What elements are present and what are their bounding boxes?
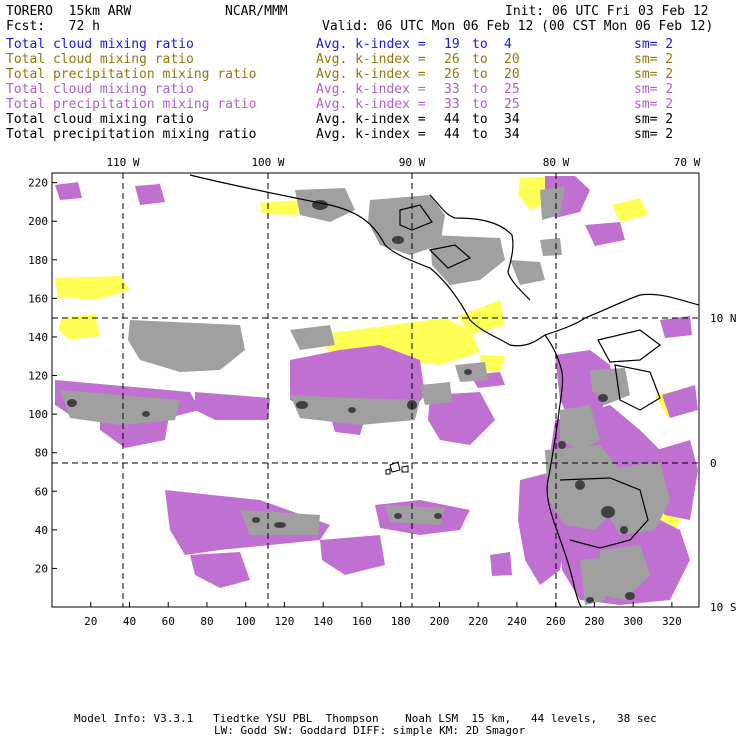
x-tick-label: 260 (546, 615, 566, 625)
legend-to-word: to (472, 52, 488, 67)
x-tick-label: 320 (662, 615, 682, 625)
y-tick-label: 160 (28, 292, 48, 305)
valid-time: Valid: 06 UTC Mon 06 Feb 12 (00 CST Mon … (322, 19, 714, 34)
y-tick-label: 120 (28, 370, 48, 383)
y-tick-label: 100 (28, 408, 48, 421)
legend-field: Total cloud mixing ratio (6, 52, 194, 67)
legend-sm: sm= 2 (634, 67, 674, 82)
legend-from: 26 (444, 52, 460, 67)
y-axis-ticks: 20 40 60 80 100 120 140 160 180 200 220 (28, 177, 57, 575)
legend-kindex: Avg. k-index = (316, 127, 426, 142)
coastlines (189, 174, 699, 607)
x-tick-label: 160 (352, 615, 372, 625)
x-tick-label: 20 (84, 615, 97, 625)
init-time: Init: 06 UTC Fri 03 Feb 12 (505, 4, 709, 19)
legend-field: Total precipitation mixing ratio (6, 67, 257, 82)
x-tick-label: 180 (391, 615, 411, 625)
legend-sm: sm= 2 (634, 82, 674, 97)
legend-to-word: to (472, 67, 488, 82)
y-tick-label: 180 (28, 254, 48, 267)
latitude-label: 0 (710, 457, 717, 470)
x-tick-label: 60 (162, 615, 175, 625)
legend-field: Total cloud mixing ratio (6, 37, 194, 52)
x-tick-label: 280 (584, 615, 604, 625)
x-tick-label: 140 (313, 615, 333, 625)
legend-to: 25 (504, 97, 520, 112)
x-tick-label: 40 (123, 615, 136, 625)
legend-from: 26 (444, 67, 460, 82)
organization: NCAR/MMM (225, 4, 288, 19)
legend-to: 34 (504, 127, 520, 142)
x-tick-label: 300 (623, 615, 643, 625)
legend-kindex: Avg. k-index = (316, 37, 426, 52)
x-tick-label: 200 (429, 615, 449, 625)
model-physics: LW: Godd SW: Goddard DIFF: simple KM: 2D… (214, 724, 526, 737)
longitude-label: 110 W (106, 156, 139, 169)
weather-map: 20 40 60 80 100 120 140 160 180 200 220 240 260 280 30… (28, 156, 737, 625)
legend-field: Total precipitation mixing ratio (6, 97, 257, 112)
forecast-hour: Fcst: 72 h (6, 19, 100, 34)
legend-field: Total cloud mixing ratio (6, 82, 194, 97)
legend-to: 20 (504, 52, 520, 67)
longitude-label: 80 W (543, 156, 570, 169)
y-tick-label: 220 (28, 177, 48, 190)
legend-kindex: Avg. k-index = (316, 67, 426, 82)
legend-sm: sm= 2 (634, 52, 674, 67)
legend-to: 20 (504, 67, 520, 82)
legend-to-word: to (472, 97, 488, 112)
legend-from: 33 (444, 97, 460, 112)
lat-lon-grid (52, 173, 699, 607)
y-tick-label: 40 (35, 524, 48, 537)
legend-sm: sm= 2 (634, 37, 674, 52)
legend-to: 25 (504, 82, 520, 97)
legend-to-word: to (472, 112, 488, 127)
y-tick-label: 140 (28, 331, 48, 344)
x-tick-label: 240 (507, 615, 527, 625)
longitude-label: 100 W (251, 156, 284, 169)
x-tick-label: 100 (236, 615, 256, 625)
legend-kindex: Avg. k-index = (316, 112, 426, 127)
model-info: Model Info: V3.3.1 Tiedtke YSU PBL Thomp… (74, 712, 657, 725)
longitude-label: 90 W (399, 156, 426, 169)
legend-field: Total precipitation mixing ratio (6, 127, 257, 142)
gray-cloud-areas (60, 186, 670, 605)
x-tick-label: 80 (200, 615, 213, 625)
x-axis-ticks: 20 40 60 80 100 120 140 160 180 200 220 240 260 280 30… (84, 602, 682, 625)
legend-from: 33 (444, 82, 460, 97)
y-tick-label: 80 (35, 447, 48, 460)
latitude-label: 10 N (710, 312, 737, 325)
legend-sm: sm= 2 (634, 127, 674, 142)
y-tick-label: 20 (35, 562, 48, 575)
longitude-labels: 110 W 100 W 90 W 80 W 70 W (106, 156, 700, 169)
longitude-label: 70 W (674, 156, 701, 169)
y-tick-label: 200 (28, 215, 48, 228)
legend-kindex: Avg. k-index = (316, 82, 426, 97)
legend-to-word: to (472, 37, 488, 52)
legend-field: Total cloud mixing ratio (6, 112, 194, 127)
x-tick-label: 120 (275, 615, 295, 625)
legend-from: 44 (444, 112, 460, 127)
legend-from: 44 (444, 127, 460, 142)
model-name: TORERO 15km ARW (6, 4, 132, 19)
legend-sm: sm= 2 (634, 97, 674, 112)
y-tick-label: 60 (35, 485, 48, 498)
legend-to: 34 (504, 112, 520, 127)
legend-to-word: to (472, 127, 488, 142)
latitude-labels: 10 N 0 10 S (710, 312, 737, 614)
latitude-label: 10 S (710, 601, 737, 614)
legend-kindex: Avg. k-index = (316, 52, 426, 67)
legend-to-word: to (472, 82, 488, 97)
legend-from: 19 (444, 37, 460, 52)
legend-kindex: Avg. k-index = (316, 97, 426, 112)
legend-to: 4 (504, 37, 512, 52)
legend-sm: sm= 2 (634, 112, 674, 127)
x-tick-label: 220 (468, 615, 488, 625)
plot-frame (51, 172, 700, 608)
